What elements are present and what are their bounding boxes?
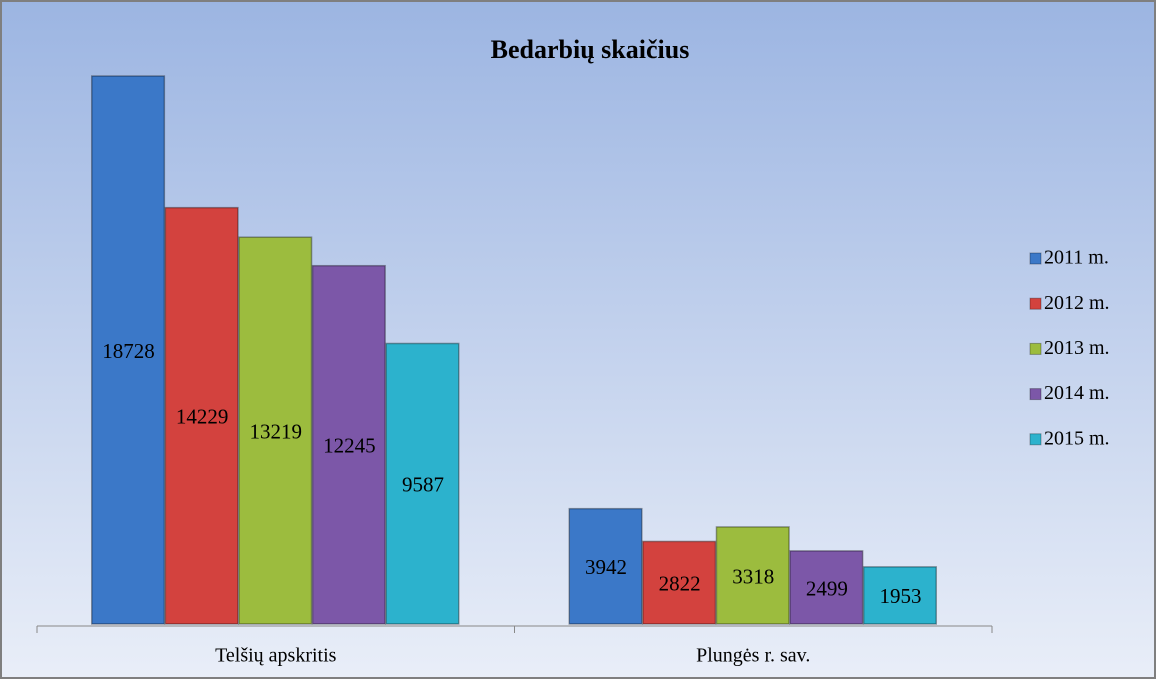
bar (238, 236, 313, 625)
legend-label: 2015 m. (1044, 427, 1110, 449)
data-label: 2822 (659, 572, 701, 596)
data-label: 12245 (323, 434, 376, 458)
data-label: 9587 (402, 473, 444, 497)
data-label: 2499 (806, 576, 848, 600)
data-label: 3942 (585, 555, 627, 579)
bar (385, 342, 460, 625)
legend-label: 2014 m. (1044, 382, 1110, 404)
legend-swatch (1029, 388, 1042, 401)
bar (164, 206, 239, 625)
data-label: 1953 (879, 584, 921, 608)
legend-swatch (1029, 297, 1042, 310)
legend-swatch (1029, 433, 1042, 446)
legend-swatch (1029, 252, 1042, 265)
chart-title: Bedarbių skaičius (491, 35, 690, 64)
legend-label: 2011 m. (1044, 247, 1109, 269)
legend-label: 2013 m. (1044, 337, 1110, 359)
x-tick-label: Telšių apskritis (215, 645, 337, 667)
bar (642, 540, 717, 625)
bar (715, 526, 790, 625)
bar (568, 507, 643, 625)
data-label: 14229 (176, 405, 229, 429)
legend-swatch (1029, 342, 1042, 355)
legend-label: 2012 m. (1044, 292, 1110, 314)
data-label: 3318 (732, 564, 774, 588)
bar (311, 264, 386, 625)
data-label: 18728 (102, 339, 155, 363)
bar (789, 550, 864, 625)
x-tick-label: Plungės r. sav. (696, 645, 810, 667)
data-label: 13219 (250, 419, 303, 443)
bar (862, 566, 938, 625)
bar (91, 75, 166, 625)
